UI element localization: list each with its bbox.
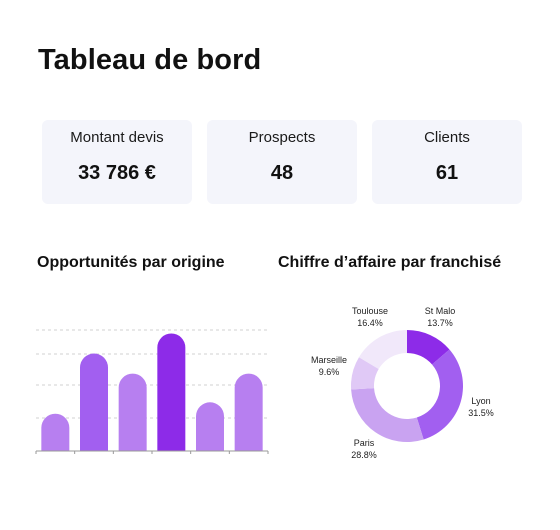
- opportunities-chart-title: Opportunités par origine: [37, 254, 225, 271]
- bar[interactable]: [234, 373, 263, 451]
- donut-slice[interactable]: [351, 357, 379, 390]
- donut-slice[interactable]: [407, 330, 450, 365]
- slice-value-label: 28.8%: [351, 450, 377, 460]
- kpi-value: 61: [435, 162, 459, 184]
- bar[interactable]: [80, 353, 108, 451]
- bar[interactable]: [196, 402, 224, 451]
- donut-slice[interactable]: [351, 388, 424, 442]
- kpi-card-prospects[interactable]: Prospects 48: [207, 120, 357, 204]
- donut-slice[interactable]: [416, 349, 463, 440]
- bar[interactable]: [118, 373, 147, 451]
- kpi-label: Montant devis: [70, 129, 164, 146]
- kpi-value: 48: [270, 162, 294, 184]
- slice-value-label: 9.6%: [319, 367, 340, 377]
- slice-value-label: 16.4%: [357, 318, 383, 328]
- kpi-label: Clients: [424, 129, 470, 146]
- slice-value-label: 31.5%: [468, 408, 494, 418]
- revenue-chart-title: Chiffre d’affaire par franchisé: [278, 254, 502, 271]
- kpi-card-clients[interactable]: Clients 61: [372, 120, 522, 204]
- bar[interactable]: [157, 333, 186, 451]
- slice-name-label: St Malo: [425, 306, 456, 316]
- donut-slice[interactable]: [358, 330, 407, 370]
- kpi-value: 33 786 €: [78, 162, 156, 184]
- kpi-label: Prospects: [248, 129, 316, 146]
- kpi-card-quote-amount[interactable]: Montant devis 33 786 €: [42, 120, 192, 204]
- bar[interactable]: [41, 413, 70, 451]
- slice-name-label: Marseille: [311, 355, 347, 365]
- slice-value-label: 13.7%: [427, 318, 453, 328]
- slice-name-label: Toulouse: [352, 306, 388, 316]
- page-title: Tableau de bord: [38, 44, 262, 76]
- slice-name-label: Lyon: [471, 396, 490, 406]
- slice-name-label: Paris: [354, 438, 375, 448]
